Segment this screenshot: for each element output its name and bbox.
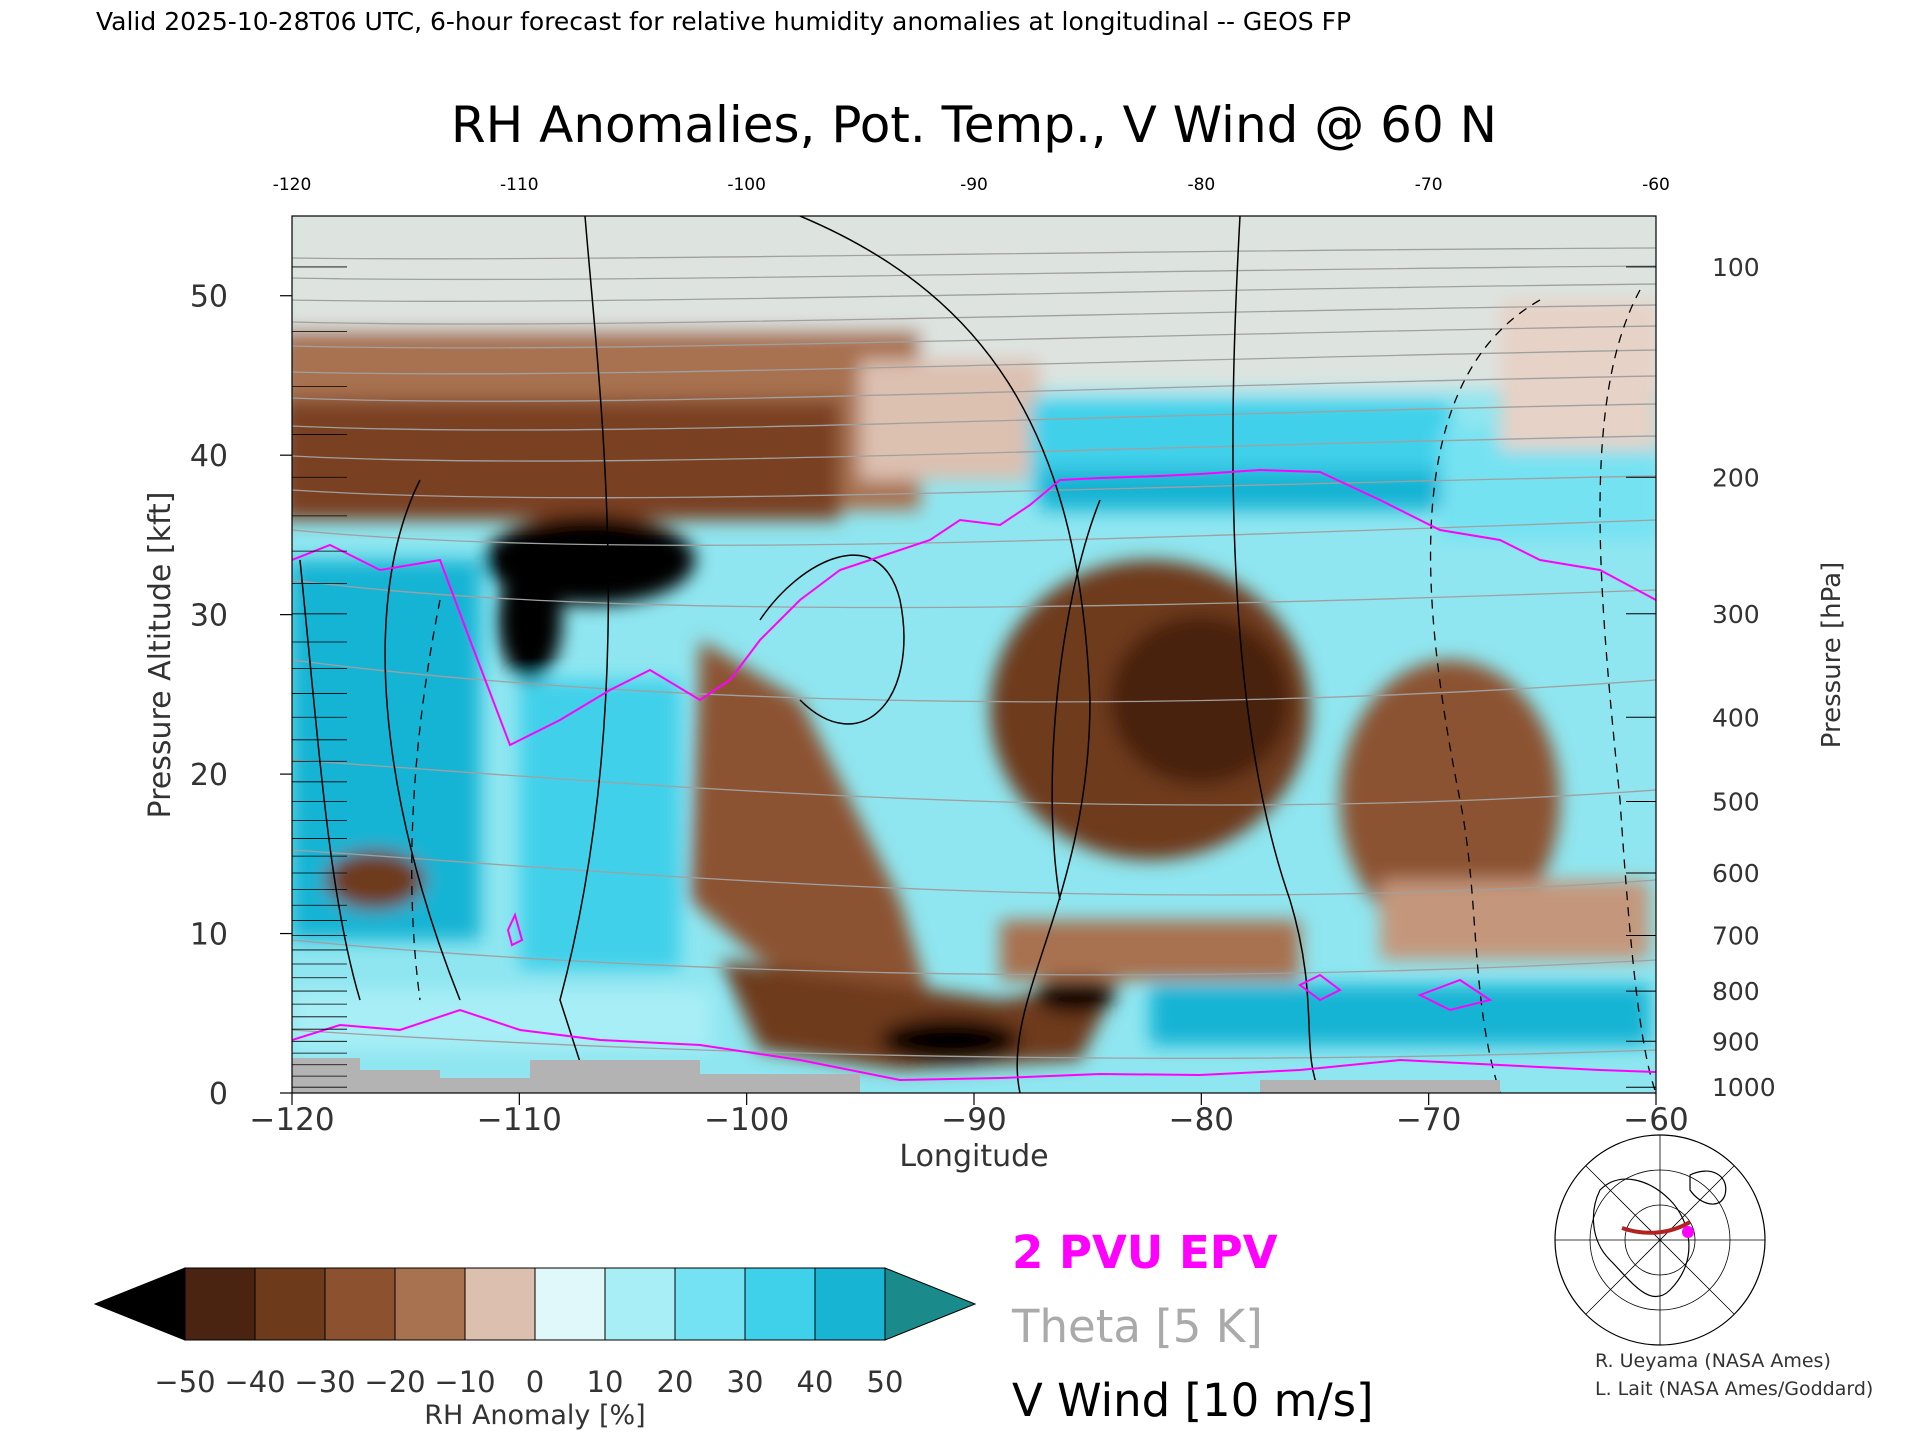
legend-epv: 2 PVU EPV <box>1012 1226 1278 1279</box>
x-tick-label-top: -100 <box>727 175 766 195</box>
credit-line-1: R. Ueyama (NASA Ames) <box>1595 1350 1831 1372</box>
colorbar-tick-label: 0 <box>526 1365 544 1399</box>
colorbar-tick-label: 50 <box>867 1365 904 1399</box>
pressure-tick-label: 500 <box>1712 787 1760 816</box>
pressure-tick-label: 1000 <box>1712 1073 1776 1102</box>
x-axis-top: -120 -110 -100 -90 -80 -70 -60 <box>273 175 1670 195</box>
colorbar-segment <box>324 1267 396 1341</box>
pressure-tick-label: 300 <box>1712 600 1760 629</box>
chart-title: RH Anomalies, Pot. Temp., V Wind @ 60 N <box>451 96 1497 154</box>
plot-area <box>291 215 1657 1094</box>
legend-v-wind: V Wind [10 m/s] <box>1012 1374 1374 1427</box>
x-tick-label: −110 <box>477 1102 562 1138</box>
y-tick-label: 20 <box>190 758 228 793</box>
x-tick-label-top: -60 <box>1642 175 1670 195</box>
colorbar-tick-label: 10 <box>587 1365 624 1399</box>
x-tick-label: −120 <box>249 1102 334 1138</box>
y-tick-label: 50 <box>190 280 228 315</box>
pressure-tick-label: 400 <box>1712 703 1760 732</box>
x-tick-label: −80 <box>1169 1102 1234 1138</box>
validity-header: Valid 2025-10-28T06 UTC, 6-hour forecast… <box>96 7 1351 36</box>
credit-line-2: L. Lait (NASA Ames/Goddard) <box>1595 1378 1873 1400</box>
terrain-mask-right <box>1260 1080 1500 1093</box>
colorbar-tick-label: 20 <box>657 1365 694 1399</box>
y-tick-label: 40 <box>190 439 228 474</box>
rh-anomaly-field <box>292 216 1656 1070</box>
pressure-tick-label: 800 <box>1712 977 1760 1006</box>
colorbar-tick-label: −10 <box>434 1365 495 1399</box>
x-axis-title: Longitude <box>899 1139 1048 1174</box>
colorbar-tick-label: 40 <box>797 1365 834 1399</box>
y-tick-label: 30 <box>190 599 228 634</box>
theta-contours <box>292 247 1656 1059</box>
x-tick-label-top: -120 <box>273 175 312 195</box>
pressure-tick-label: 600 <box>1712 859 1760 888</box>
x-tick-label: −100 <box>704 1102 789 1138</box>
x-tick-label-top: -110 <box>500 175 539 195</box>
pressure-tick-label: 100 <box>1712 253 1760 282</box>
colorbar-tick-label: −20 <box>364 1365 425 1399</box>
colorbar-segment <box>184 1267 256 1341</box>
colorbar-segment <box>604 1267 676 1341</box>
pressure-tick-label: 700 <box>1712 921 1760 950</box>
x-tick-label: −90 <box>941 1102 1006 1138</box>
colorbar-segment <box>534 1267 606 1341</box>
y-axis-title-right: Pressure [hPa] <box>1817 562 1847 749</box>
x-tick-label: −60 <box>1623 1102 1688 1138</box>
x-tick-label: −70 <box>1396 1102 1461 1138</box>
colorbar-segment <box>464 1267 536 1341</box>
colorbar-tick-label: 30 <box>727 1365 764 1399</box>
x-tick-label-top: -70 <box>1415 175 1443 195</box>
colorbar-tick-label: −40 <box>224 1365 285 1399</box>
y-axis-left: 0 10 20 30 40 50 <box>190 280 292 1112</box>
pressure-tick-marks <box>292 266 1656 1088</box>
colorbar-label: RH Anomaly [%] <box>424 1400 645 1431</box>
terrain-mask <box>292 1058 860 1093</box>
pressure-tick-label: 900 <box>1712 1027 1760 1056</box>
pressure-tick-label: 200 <box>1712 463 1760 492</box>
colorbar-segment <box>394 1267 466 1341</box>
x-axis-bottom: −120 −110 −100 −90 −80 −70 −60 <box>249 1093 1689 1138</box>
y-axis-title-left: Pressure Altitude [kft] <box>143 492 178 819</box>
y-tick-label: 0 <box>209 1077 228 1112</box>
colorbar-segment <box>254 1267 326 1341</box>
legend: 2 PVU EPV Theta [5 K] V Wind [10 m/s] <box>1011 1226 1374 1427</box>
legend-theta: Theta [5 K] <box>1011 1300 1263 1353</box>
x-tick-label-top: -80 <box>1187 175 1215 195</box>
y-tick-label: 10 <box>190 918 228 953</box>
epv-2pvu-contour <box>292 468 1656 1082</box>
x-tick-label-top: -90 <box>960 175 988 195</box>
colorbar-tick-label: −50 <box>154 1365 215 1399</box>
colorbar-max-extend <box>884 1267 977 1341</box>
v-wind-negative-contours <box>411 289 1656 1093</box>
colorbar-segment <box>674 1267 746 1341</box>
colorbar-min-extend <box>93 1267 186 1341</box>
colorbar: −50 −40 −30 −20 −10 0 10 20 30 40 50 <box>93 1267 977 1399</box>
colorbar-segment <box>744 1267 816 1341</box>
colorbar-segment <box>814 1267 886 1341</box>
colorbar-tick-label: −30 <box>294 1365 355 1399</box>
y-axis-right: 100 200 300 400 500 600 700 800 900 1000 <box>1712 253 1776 1102</box>
polar-map-icon <box>1554 1134 1766 1346</box>
v-wind-contours <box>299 216 1321 1093</box>
